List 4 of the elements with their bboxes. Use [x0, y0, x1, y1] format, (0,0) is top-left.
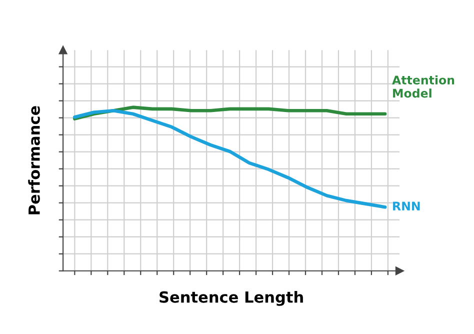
y-axis-title: Performance: [28, 106, 40, 214]
x-axis-title: Sentence Length: [160, 291, 303, 306]
series-label: RNN: [393, 202, 420, 210]
series-label: Attention Model: [392, 75, 454, 98]
